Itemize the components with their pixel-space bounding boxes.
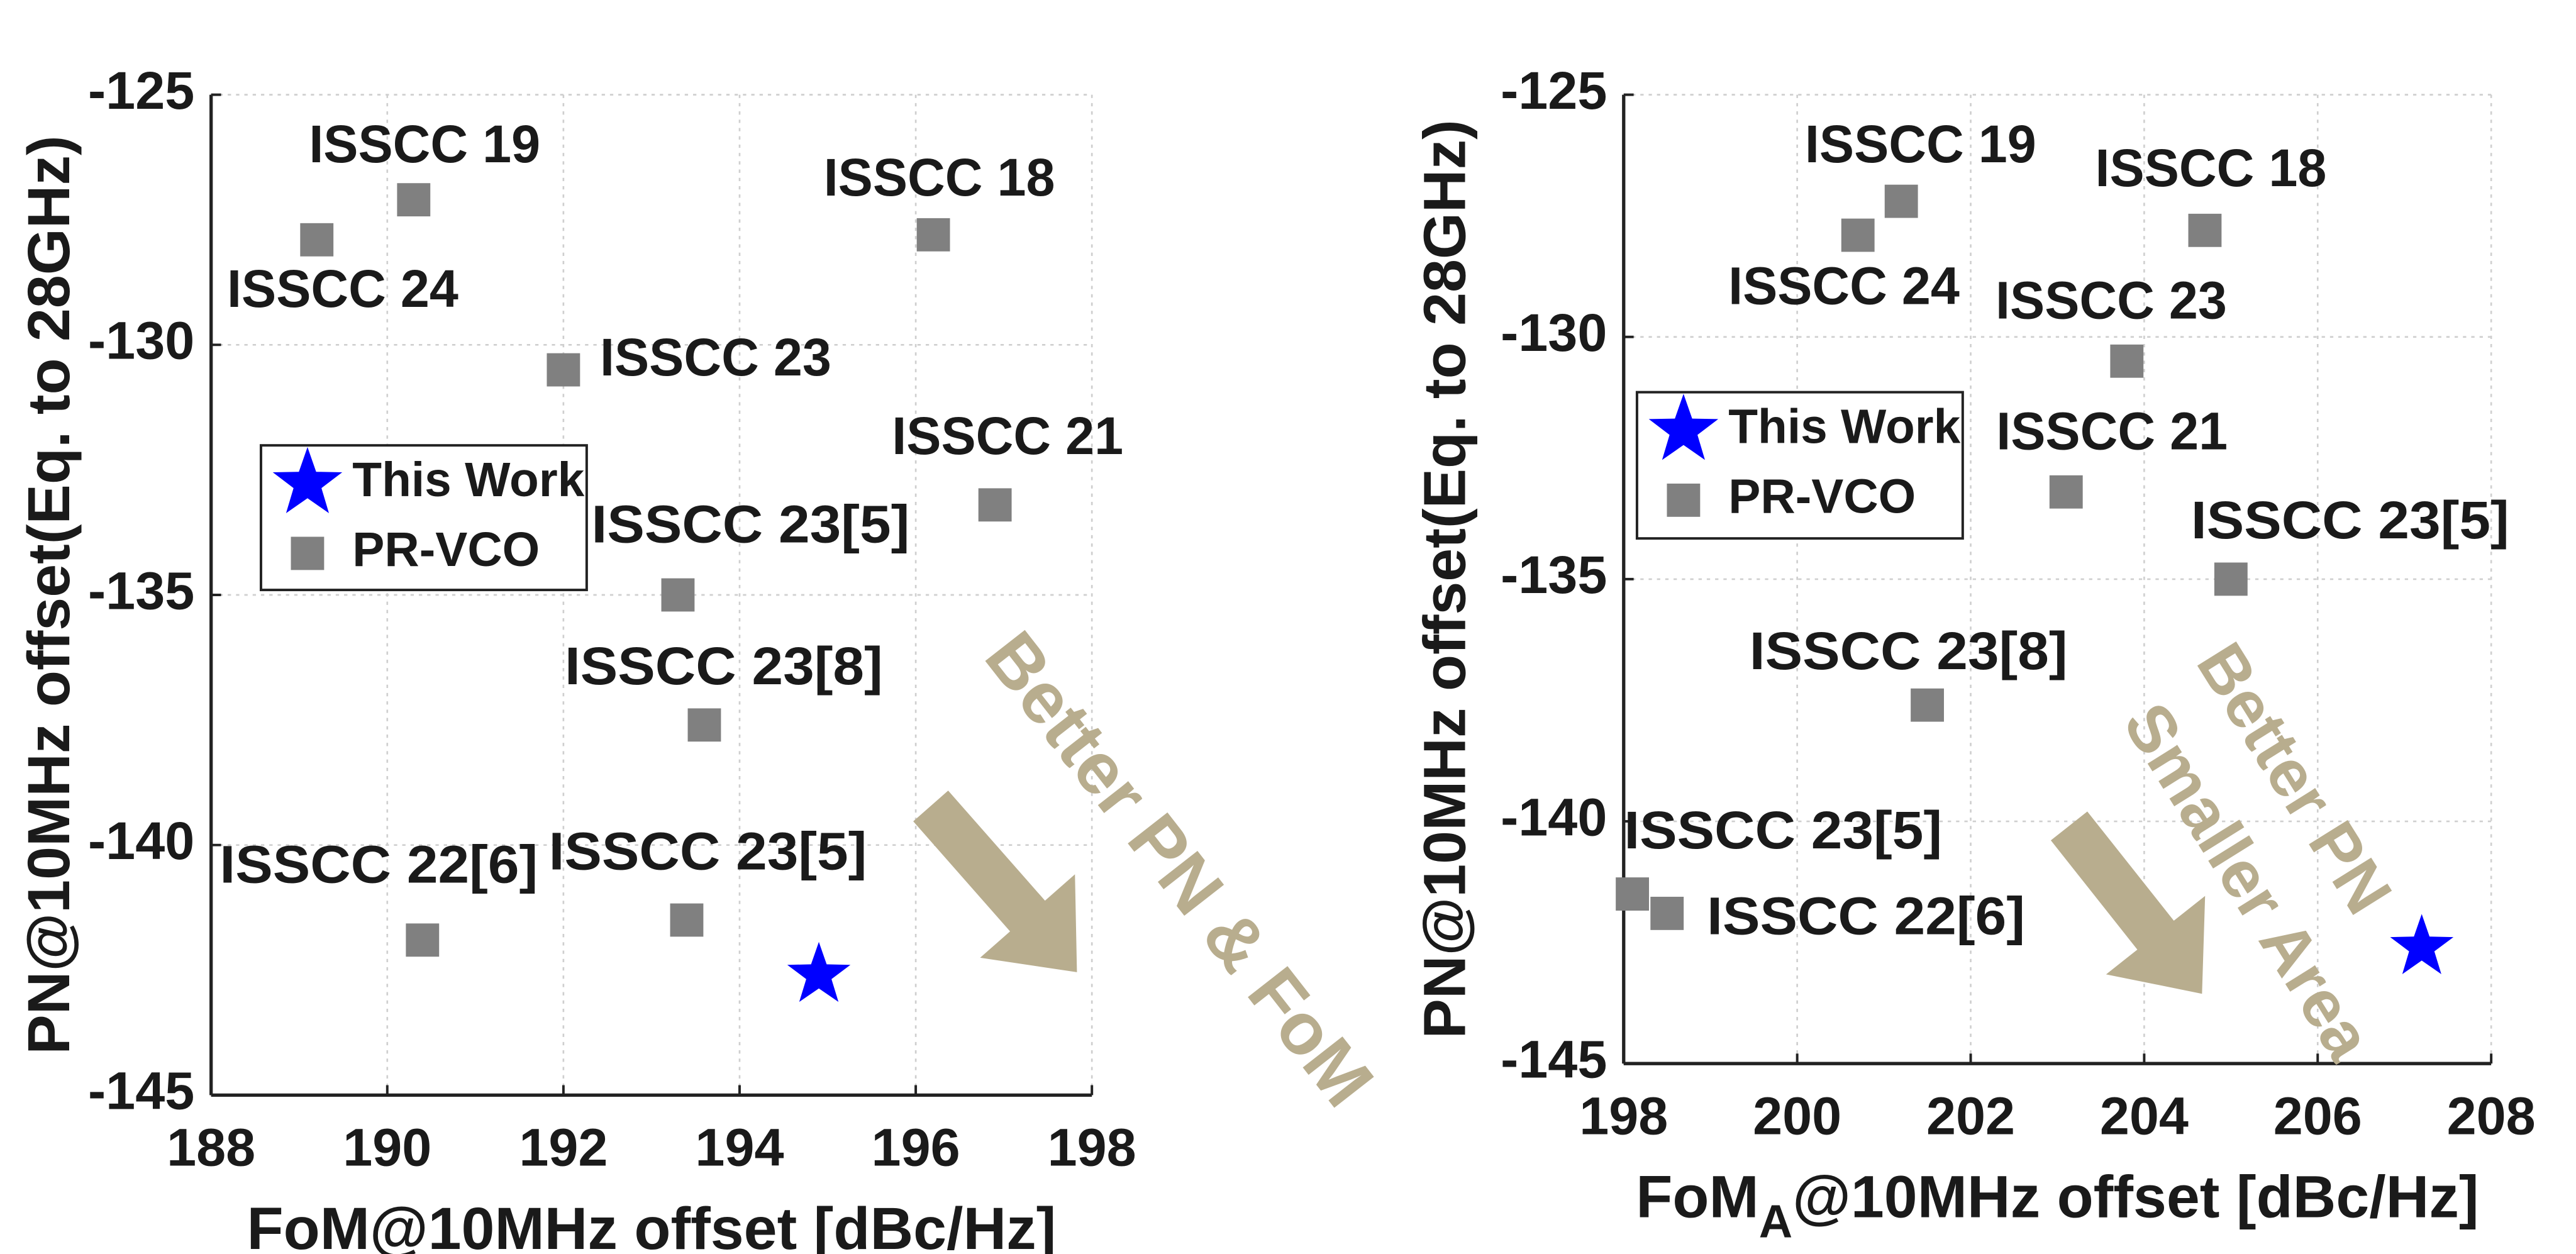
x-axis-label: FoM@10MHz offset [dBc/Hz] <box>247 1196 1057 1254</box>
y-tick-label: -135 <box>88 560 194 620</box>
point-label: ISSCC 23[5] <box>549 821 867 880</box>
square-marker <box>2049 475 2083 509</box>
point-label: ISSCC 18 <box>2096 138 2327 197</box>
x-tick-label: 206 <box>2273 1085 2362 1145</box>
y-tick-label: -140 <box>88 811 194 870</box>
y-tick-label: -130 <box>1501 302 1607 362</box>
x-tick-label: 202 <box>1926 1085 2015 1145</box>
chart: 188 190 192 194 196 198 -145 -140 -135 -130 -125 Fo… <box>16 60 1389 1254</box>
legend-label: This Work <box>1728 401 1960 454</box>
square-marker <box>1911 688 1944 722</box>
y-tick-label: -145 <box>88 1061 194 1121</box>
square-marker <box>300 223 334 257</box>
star-marker <box>272 447 343 513</box>
square-marker <box>916 218 950 252</box>
point-label: ISSCC 24 <box>1728 256 1960 316</box>
square-marker <box>661 578 695 612</box>
x-tick-label: 198 <box>1579 1085 1668 1145</box>
square-marker <box>547 353 580 387</box>
x-axis-label: FoMA@10MHz offset [dBc/Hz] <box>1636 1164 2479 1247</box>
point-label: ISSCC 24 <box>227 258 458 318</box>
square-marker <box>397 183 431 217</box>
x-tick-label: 194 <box>695 1118 784 1177</box>
legend-label: This Work <box>352 453 584 507</box>
square-marker <box>1841 218 1875 252</box>
point-label: ISSCC 23[5] <box>592 494 910 554</box>
chart: 198 200 202 204 206 208 -145 -140 -135 -130 -125 Fo… <box>1411 60 2535 1247</box>
star-marker <box>1648 394 1719 460</box>
square-marker <box>2110 344 2144 378</box>
y-tick-label: -125 <box>88 60 194 120</box>
x-tick-label: 190 <box>343 1118 431 1177</box>
y-tick-label: -125 <box>1501 60 1607 120</box>
point-label: ISSCC 21 <box>1996 401 2228 461</box>
star-marker <box>2390 914 2454 975</box>
square-marker <box>291 536 325 570</box>
point-label: ISSCC 22[6] <box>1707 885 2025 945</box>
y-tick-label: -130 <box>88 311 194 370</box>
square-marker <box>1616 877 1649 911</box>
square-marker <box>2214 562 2248 596</box>
legend-label: PR-VCO <box>352 523 540 577</box>
annotation-arrow <box>913 791 1077 972</box>
point-label: ISSCC 23 <box>1996 270 2227 330</box>
y-axis-label: PN@10MHz offset(Eq. to 28GHz) <box>1411 119 1478 1038</box>
square-marker <box>2188 213 2222 247</box>
y-tick-label: -145 <box>1501 1029 1607 1089</box>
y-tick-label: -140 <box>1501 787 1607 846</box>
point-label: ISSCC 19 <box>1805 114 2036 174</box>
square-marker <box>1650 896 1684 930</box>
star-marker <box>787 941 851 1002</box>
point-label: ISSCC 21 <box>892 406 1123 465</box>
square-marker <box>687 708 721 742</box>
square-marker <box>670 903 704 937</box>
point-label: ISSCC 23[5] <box>2191 490 2509 550</box>
point-label: ISSCC 23[5] <box>1624 800 1942 860</box>
legend-label: PR-VCO <box>1728 470 1916 524</box>
x-tick-label: 192 <box>519 1118 608 1177</box>
square-marker <box>1884 184 1918 218</box>
point-label: ISSCC 22[6] <box>219 835 538 894</box>
x-axis-label-part: A <box>1759 1195 1792 1247</box>
square-marker <box>1667 483 1701 517</box>
point-label: ISSCC 18 <box>824 147 1055 207</box>
y-axis-label: PN@10MHz offset(Eq. to 28GHz) <box>16 135 82 1054</box>
x-tick-label: 196 <box>872 1118 960 1177</box>
x-tick-label: 208 <box>2447 1085 2536 1145</box>
x-tick-label: 204 <box>2100 1085 2189 1145</box>
y-tick-label: -135 <box>1501 545 1607 604</box>
square-marker <box>978 488 1012 522</box>
square-marker <box>406 923 440 957</box>
x-axis-label-part: @10MHz offset [dBc/Hz] <box>1792 1164 2479 1231</box>
x-tick-label: 188 <box>167 1118 255 1177</box>
point-label: ISSCC 23[8] <box>565 636 883 696</box>
x-tick-label: 198 <box>1048 1118 1136 1177</box>
point-label: ISSCC 19 <box>309 114 540 174</box>
point-label: ISSCC 23[8] <box>1750 621 2068 680</box>
x-tick-label: 200 <box>1753 1085 1841 1145</box>
annotation-arrow <box>2050 811 2206 994</box>
point-label: ISSCC 23 <box>600 327 831 387</box>
x-axis-label-part: FoM <box>1636 1164 1758 1231</box>
